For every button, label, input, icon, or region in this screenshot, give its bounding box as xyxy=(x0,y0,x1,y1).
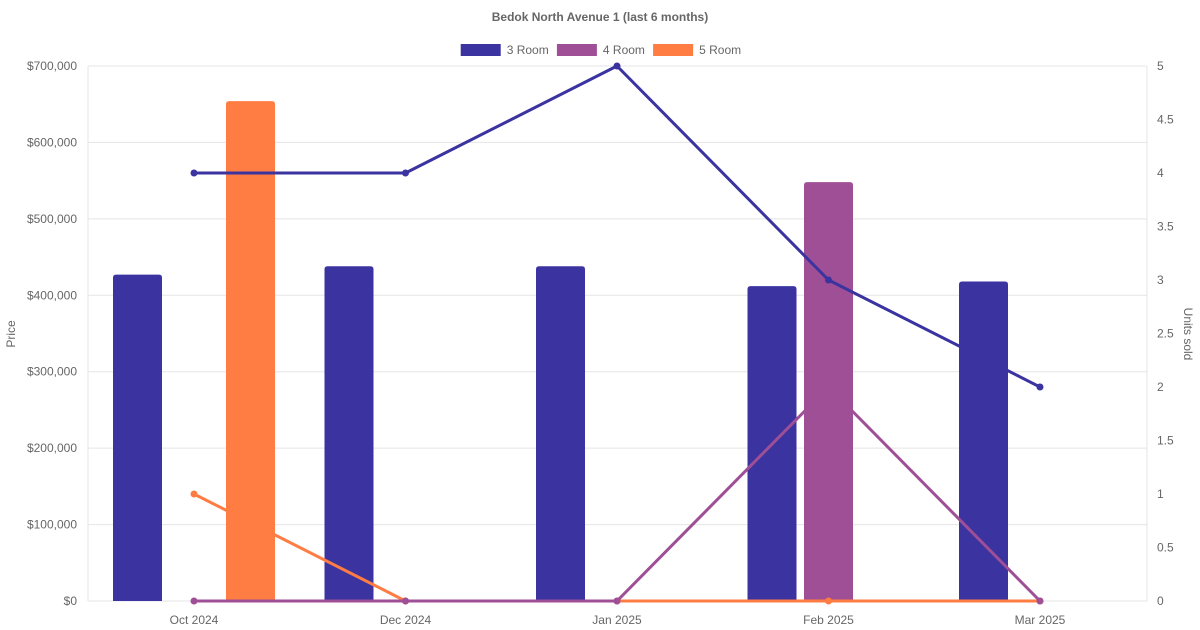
left-tick-label: $300,000 xyxy=(27,365,77,379)
x-tick-label: Mar 2025 xyxy=(1015,613,1066,627)
right-tick-label: 0 xyxy=(1157,594,1164,608)
legend-swatch xyxy=(653,44,694,56)
right-tick-label: 2 xyxy=(1157,380,1164,394)
units-lines xyxy=(190,62,1044,605)
series-line xyxy=(194,64,1041,389)
series-point xyxy=(1036,597,1044,605)
left-tick-label: $100,000 xyxy=(27,518,77,532)
right-tick-label: 1.5 xyxy=(1157,434,1174,448)
x-tick-label: Dec 2024 xyxy=(380,613,432,627)
left-tick-label: $600,000 xyxy=(27,135,77,149)
series-point xyxy=(825,597,832,605)
series-point xyxy=(1036,383,1044,391)
series-point xyxy=(190,597,198,605)
series-point xyxy=(825,276,832,284)
series-point xyxy=(613,597,621,605)
right-axis-ticks: 0 0.5 1 1.5 2 2.5 3 3.5 4 4.5 5 xyxy=(1157,59,1174,608)
series-point xyxy=(402,597,409,605)
series-line xyxy=(194,385,1042,603)
right-tick-label: 0.5 xyxy=(1157,541,1174,555)
right-tick-label: 4.5 xyxy=(1157,113,1174,127)
right-tick-label: 3 xyxy=(1157,273,1164,287)
x-tick-label: Oct 2024 xyxy=(170,613,219,627)
left-tick-label: $700,000 xyxy=(27,59,77,73)
legend-label: 4 Room xyxy=(603,43,645,57)
right-tick-label: 3.5 xyxy=(1157,220,1174,234)
bar xyxy=(959,281,1008,601)
price-bars xyxy=(113,101,1008,602)
series-point xyxy=(190,169,198,177)
left-axis-ticks: $0 $100,000 $200,000 $300,000 $400,000 $500,0… xyxy=(27,59,77,608)
legend-label: 3 Room xyxy=(507,43,549,57)
bar xyxy=(324,266,374,601)
series-point xyxy=(613,62,621,70)
right-tick-label: 1 xyxy=(1157,487,1164,501)
bar xyxy=(113,274,162,601)
left-axis-title: Price xyxy=(4,320,18,348)
bar xyxy=(536,266,585,601)
legend-swatch xyxy=(556,44,597,56)
x-axis-ticks: Oct 2024 Dec 2024 Jan 2025 Feb 2025 Mar 2025 xyxy=(170,613,1066,627)
left-tick-label: $0 xyxy=(64,594,78,608)
right-axis-title: Units sold xyxy=(1181,308,1195,361)
right-tick-label: 2.5 xyxy=(1157,327,1174,341)
right-tick-label: 5 xyxy=(1157,59,1164,73)
chart-title: Bedok North Avenue 1 (last 6 months) xyxy=(492,10,708,24)
legend-swatch xyxy=(460,44,501,56)
series-point xyxy=(825,383,832,391)
x-tick-label: Jan 2025 xyxy=(592,613,642,627)
legend: 3 Room 4 Room 5 Room xyxy=(460,43,741,57)
bar xyxy=(226,101,275,602)
right-tick-label: 4 xyxy=(1157,166,1164,180)
left-tick-label: $500,000 xyxy=(27,212,77,226)
x-tick-label: Feb 2025 xyxy=(803,613,854,627)
bar xyxy=(804,182,853,601)
legend-label: 5 Room xyxy=(699,43,741,57)
series-point xyxy=(190,490,198,498)
series-point xyxy=(402,169,409,177)
series-line xyxy=(193,492,1040,603)
left-tick-label: $400,000 xyxy=(27,288,77,302)
left-tick-label: $200,000 xyxy=(27,441,77,455)
